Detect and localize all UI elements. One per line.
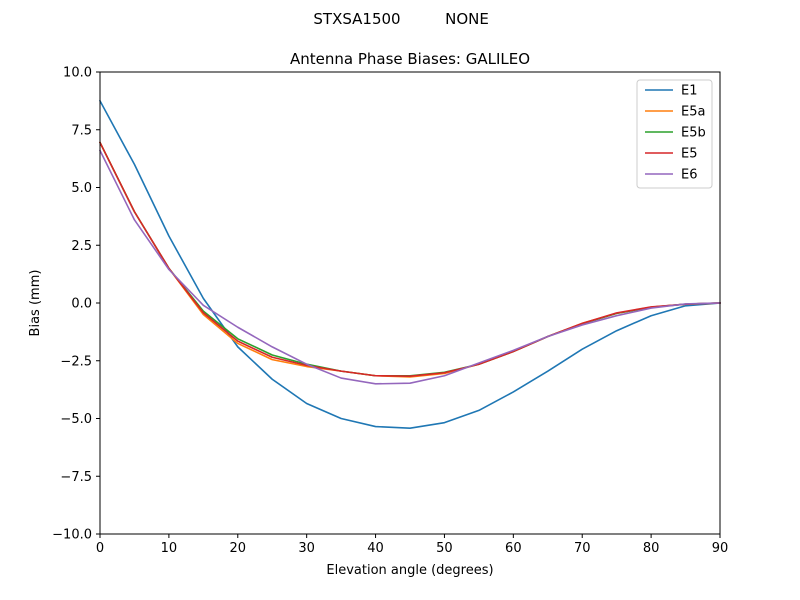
x-tick-label: 90 [712,541,729,556]
x-tick-label: 40 [367,541,384,556]
y-tick-label: 0.0 [71,297,92,312]
x-axis-ticks: 0 10 20 30 40 50 60 70 80 90 [96,534,728,556]
x-axis-label: Elevation angle (degrees) [326,563,493,578]
y-axis-label: Bias (mm) [28,270,43,337]
legend-label-e5b: E5b [681,126,706,141]
legend-label-e6: E6 [681,168,698,183]
series-line-e5 [98,141,721,378]
legend-label-e1: E1 [681,84,698,99]
legend: E1 E5a E5b E5 E6 [636,79,713,189]
x-tick-label: 60 [505,541,522,556]
y-tick-label: −2.5 [60,354,92,369]
legend-label-e5: E5 [681,147,698,162]
y-axis-ticks: −10.0 −7.5 −5.0 −2.5 0.0 2.5 5.0 7.5 10.0 [52,66,100,543]
plot-frame [99,71,721,535]
x-tick-label: 0 [96,541,104,556]
x-tick-label: 30 [298,541,315,556]
y-tick-label: −5.0 [60,412,92,427]
series-group [98,99,721,430]
y-tick-label: 7.5 [71,123,92,138]
y-tick-label: 2.5 [71,239,92,254]
x-tick-label: 70 [574,541,591,556]
chart-title: Antenna Phase Biases: GALILEO [290,50,530,68]
suptitle-radome: NONE [445,10,489,28]
y-tick-label: 5.0 [71,181,92,196]
y-tick-label: −7.5 [60,470,92,485]
series-line-e6 [98,149,721,385]
x-tick-label: 50 [436,541,453,556]
legend-label-e5a: E5a [681,105,705,120]
x-tick-label: 20 [230,541,247,556]
y-tick-label: 10.0 [63,66,92,81]
plot-area [100,72,720,534]
legend-box [636,79,713,189]
x-tick-label: 10 [161,541,178,556]
suptitle-station: STXSA1500 [313,10,400,28]
series-line-e1 [98,99,721,430]
y-tick-label: −10.0 [52,528,92,543]
x-tick-label: 80 [643,541,660,556]
